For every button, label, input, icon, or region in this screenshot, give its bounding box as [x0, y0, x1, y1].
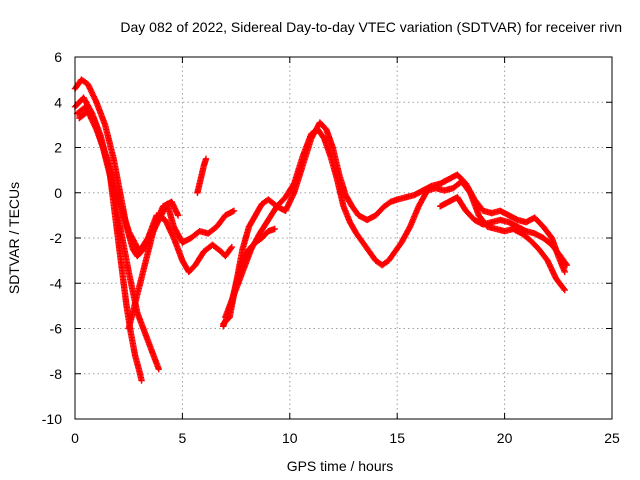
y-tick-label: 4: [54, 94, 62, 110]
data-point: [560, 285, 567, 292]
series-track-e: [125, 198, 182, 332]
y-tick-label: -2: [50, 230, 63, 246]
data-point: [563, 261, 571, 269]
x-tick-label: 25: [604, 430, 620, 446]
x-tick-label: 15: [389, 430, 405, 446]
axis-ticks: 0 5 10 15 20 25 -10 -8 -6 -4 -2 0 2 4 6: [42, 49, 620, 446]
x-tick-label: 20: [497, 430, 513, 446]
series-track-d: [76, 108, 236, 276]
series-track-i: [222, 126, 568, 321]
y-tick-label: -8: [50, 366, 63, 382]
data-point: [271, 225, 278, 233]
data-point: [230, 207, 238, 215]
data-point: [228, 243, 236, 251]
y-tick-label: 2: [54, 140, 62, 156]
data-point: [561, 286, 568, 294]
data-point: [227, 245, 235, 252]
series-track-f: [194, 155, 210, 196]
y-tick-label: 6: [54, 49, 62, 65]
data-point: [202, 155, 210, 163]
data-point: [155, 366, 162, 373]
data-point: [138, 377, 145, 384]
x-axis-label: GPS time / hours: [287, 458, 394, 474]
x-tick-label: 5: [179, 430, 187, 446]
y-tick-label: -10: [42, 411, 62, 427]
data-point: [562, 260, 570, 268]
data-points: [71, 76, 571, 384]
plot-frame: [74, 56, 613, 420]
data-point: [561, 268, 568, 276]
x-tick-label: 10: [282, 430, 298, 446]
x-tick-label: 0: [71, 430, 79, 446]
y-tick-label: -6: [50, 321, 63, 337]
data-point: [174, 212, 182, 219]
series-track-j: [436, 194, 571, 269]
y-axis-label: SDTVAR / TECUs: [6, 182, 22, 294]
chart-title: Day 082 of 2022, Sidereal Day-to-day VTE…: [120, 19, 622, 35]
y-tick-label: -4: [50, 275, 63, 291]
y-tick-label: 0: [54, 185, 62, 201]
